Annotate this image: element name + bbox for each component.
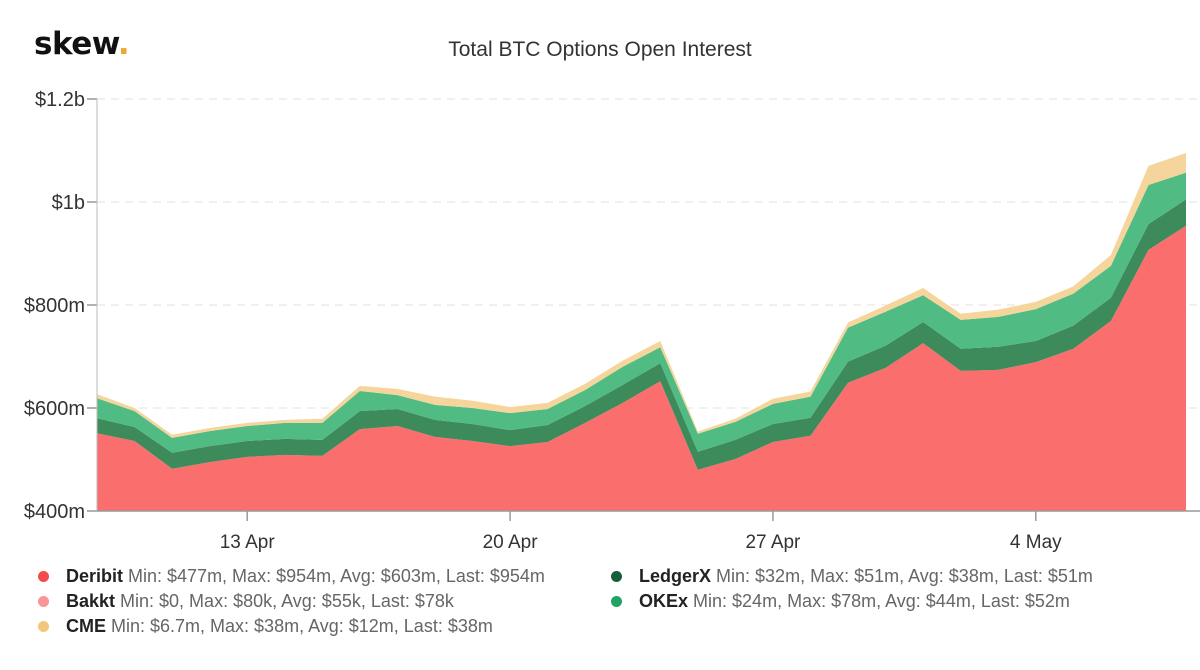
y-tick-label: $1b [52,192,85,214]
chart-title: Total BTC Options Open Interest [448,38,752,61]
y-tick-label: $1.2b [35,89,85,111]
legend-series-name: LedgerX [639,566,712,586]
y-tick-label: $600m [24,398,85,420]
legend-item-okex[interactable]: OKEx Min: $24m, Max: $78m, Avg: $44m, Las… [611,591,1070,612]
legend-series-stats: Min: $477m, Max: $954m, Avg: $603m, Last… [128,566,545,586]
legend-series-name: Deribit [66,566,124,586]
legend-item-bakkt[interactable]: Bakkt Min: $0, Max: $80k, Avg: $55k, Last… [38,591,454,612]
legend-item-cme[interactable]: CME Min: $6.7m, Max: $38m, Avg: $12m, Las… [38,616,493,637]
logo-text: skew [34,26,118,62]
x-tick-label: 20 Apr [483,532,539,553]
legend-item-ledgerx[interactable]: LedgerX Min: $32m, Max: $51m, Avg: $38m, … [611,566,1093,587]
y-tick-label: $400m [24,501,85,523]
y-tick-label: $800m [24,295,85,317]
legend-series-stats: Min: $32m, Max: $51m, Avg: $38m, Last: $… [716,566,1093,586]
area-deribit [97,225,1186,511]
legend-dot [38,596,49,607]
x-tick-label: 13 Apr [220,532,276,553]
legend-dot [38,621,49,632]
legend-series-name: CME [66,616,106,636]
x-tick-label: 27 Apr [745,532,801,553]
skew-logo: skew. [34,26,130,62]
legend-series-stats: Min: $0, Max: $80k, Avg: $55k, Last: $78… [120,591,454,611]
legend-series-stats: Min: $6.7m, Max: $38m, Avg: $12m, Last: … [111,616,493,636]
legend-dot [611,571,622,582]
legend-dot [611,596,622,607]
legend-dot [38,571,49,582]
legend-series-name: Bakkt [66,591,116,611]
x-tick-label: 4 May [1010,532,1062,553]
legend-series-stats: Min: $24m, Max: $78m, Avg: $44m, Last: $… [693,591,1070,611]
legend-item-deribit[interactable]: Deribit Min: $477m, Max: $954m, Avg: $603… [38,566,545,587]
logo-dot: . [117,26,130,62]
legend-series-name: OKEx [639,591,689,611]
